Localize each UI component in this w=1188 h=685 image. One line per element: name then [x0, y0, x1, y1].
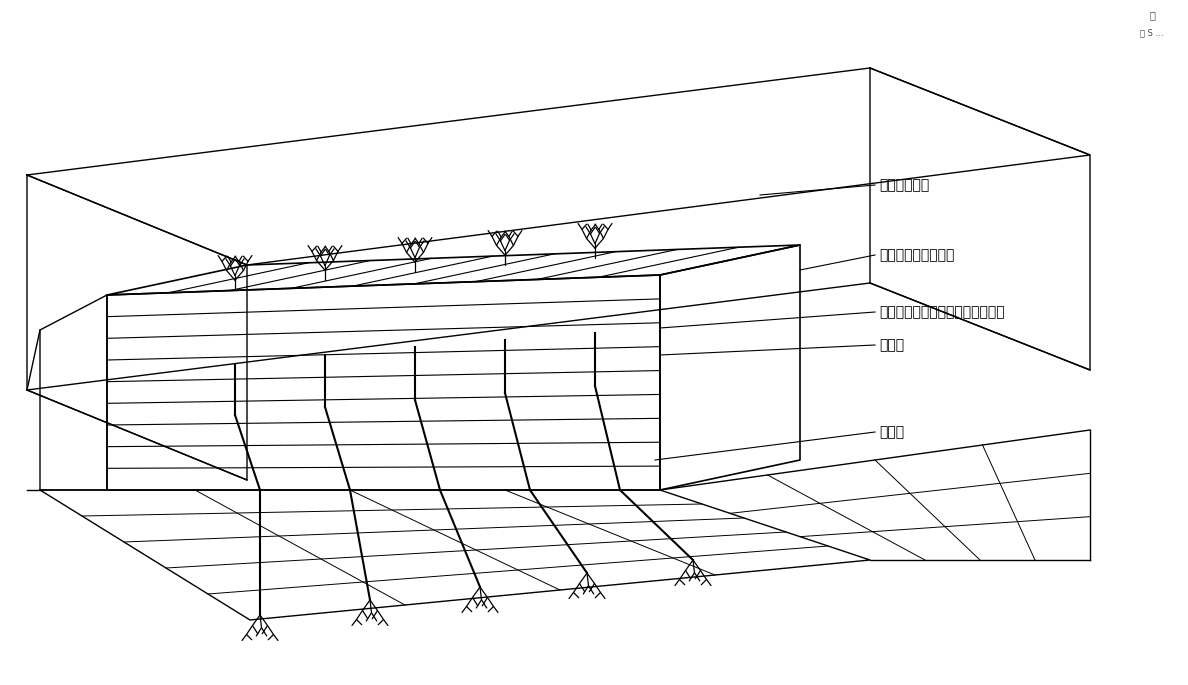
Text: 小 S …: 小 S … — [1140, 29, 1164, 38]
Text: 遥阳网支撑架: 遥阳网支撑架 — [879, 178, 929, 192]
Text: 分段分型定向培育单株和育干模架: 分段分型定向培育单株和育干模架 — [879, 305, 1005, 319]
Text: 栽植咐: 栽植咐 — [879, 338, 904, 352]
Text: 分段育干模架支撑架: 分段育干模架支撑架 — [879, 248, 954, 262]
Text: 育干苗: 育干苗 — [879, 425, 904, 439]
Text: 图: 图 — [1149, 10, 1155, 20]
